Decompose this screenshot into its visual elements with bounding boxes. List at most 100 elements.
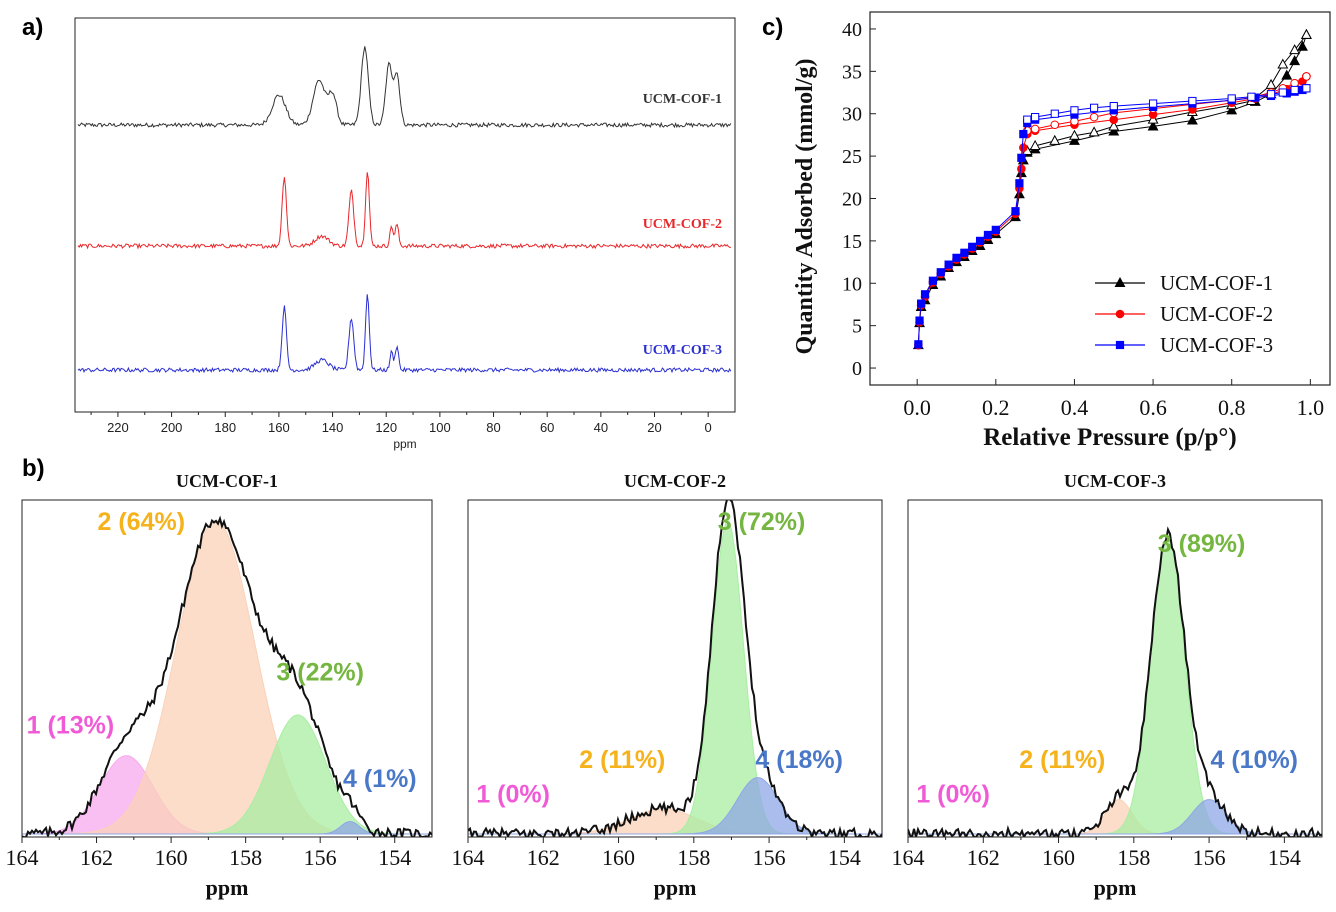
nmr-x-tick-label: 40 bbox=[594, 420, 608, 435]
legend-label: UCM-COF-1 bbox=[1160, 271, 1273, 295]
deconvolution-frame bbox=[907, 499, 1323, 838]
deconvolution-frame bbox=[21, 499, 433, 838]
triangle-marker bbox=[1069, 129, 1080, 140]
square-marker bbox=[1266, 90, 1276, 99]
square-marker bbox=[975, 236, 985, 245]
isotherm-plot-frame bbox=[869, 11, 1331, 386]
circle-marker bbox=[1050, 120, 1060, 130]
square-marker bbox=[952, 253, 961, 262]
envelope-line bbox=[22, 515, 432, 837]
nmr-x-tick-label: 120 bbox=[375, 420, 397, 435]
square-marker bbox=[1247, 92, 1256, 101]
nmr-x-tick-label: 200 bbox=[161, 420, 183, 435]
deconvolution-frame bbox=[467, 499, 883, 838]
legend-label: UCM-COF-2 bbox=[1160, 302, 1273, 326]
square-marker bbox=[1050, 109, 1059, 118]
square-marker bbox=[1227, 94, 1236, 103]
nmr-x-tick-label: 80 bbox=[486, 420, 500, 435]
isotherm-x-tick-label: 0.2 bbox=[982, 395, 1010, 420]
isotherm-x-tick-label: 0.6 bbox=[1139, 395, 1167, 420]
isotherm-y-axis-label: Quantity Adsorbed (mmol/g) bbox=[792, 58, 818, 354]
deconvolution-title: UCM-COF-2 bbox=[624, 471, 726, 491]
square-marker bbox=[1011, 207, 1020, 216]
nmr-x-tick-label: 20 bbox=[647, 420, 661, 435]
circle-marker bbox=[1089, 112, 1099, 122]
nmr-series-line bbox=[77, 172, 731, 250]
square-marker bbox=[960, 248, 969, 257]
component-label: 4 (10%) bbox=[1210, 746, 1298, 774]
nmr-series-label: UCM-COF-3 bbox=[643, 343, 722, 358]
circle-marker bbox=[1302, 72, 1311, 81]
deconvolution-x-axis-label: ppm bbox=[654, 875, 697, 900]
isotherm-series bbox=[912, 28, 1312, 350]
deconvolution-chart: UCM-COF-1 1 (13%) 2 (64%) 3 (22%) 4 (1%) 164 1… bbox=[6, 471, 433, 900]
isotherm-legend: UCM-COF-1 UCM-COF-2 UCM-COF-3 bbox=[1095, 271, 1273, 357]
panel-c-letter: c) bbox=[762, 14, 784, 41]
square-marker bbox=[1148, 99, 1158, 108]
deconvolution-x-tick-label: 160 bbox=[155, 845, 188, 870]
square-marker bbox=[991, 225, 1000, 234]
triangle-marker bbox=[1049, 134, 1061, 145]
isotherm-y-tick-label: 35 bbox=[842, 61, 862, 83]
triangle-marker bbox=[1069, 134, 1080, 145]
desorption-line bbox=[1027, 75, 1307, 132]
deconvolution-x-tick-label: 160 bbox=[602, 845, 635, 870]
triangle-marker bbox=[1297, 40, 1308, 51]
deconvolution-x-tick-label: 154 bbox=[1268, 845, 1301, 870]
deconvolution-title: UCM-COF-1 bbox=[176, 471, 278, 491]
triangle-marker bbox=[1114, 276, 1126, 287]
deconvolution-x-tick-label: 162 bbox=[80, 845, 113, 870]
component-label: 1 (13%) bbox=[27, 712, 115, 740]
nmr-x-tick-label: 100 bbox=[429, 420, 451, 435]
deconvolution-plot-area bbox=[908, 526, 1322, 837]
square-marker bbox=[1090, 103, 1099, 112]
component-label: 1 (0%) bbox=[476, 781, 550, 809]
triangle-marker bbox=[1300, 28, 1312, 39]
triangle-marker bbox=[1289, 44, 1301, 55]
square-marker bbox=[915, 316, 924, 325]
deconvolution-plot-area bbox=[22, 515, 432, 837]
isotherm-x-tick-label: 0.4 bbox=[1061, 395, 1089, 420]
circle-marker bbox=[1290, 78, 1299, 88]
square-marker bbox=[983, 230, 993, 240]
panel-a-letter: a) bbox=[22, 14, 44, 41]
isotherm-series bbox=[914, 84, 1311, 349]
deconvolution-x-tick-label: 156 bbox=[1193, 845, 1226, 870]
component-label: 4 (18%) bbox=[755, 746, 843, 774]
envelope-line bbox=[908, 526, 1322, 837]
nmr-chart: 220 200 180 160 140 120 100 80 60 40 20 0ppmUCM-COF… bbox=[74, 17, 736, 451]
deconvolution-x-tick-label: 164 bbox=[6, 845, 39, 870]
deconvolution-x-tick-label: 158 bbox=[1117, 845, 1150, 870]
component-label: 2 (11%) bbox=[1019, 746, 1105, 774]
triangle-marker bbox=[1265, 78, 1277, 89]
nmr-plot-frame bbox=[74, 17, 736, 413]
isotherm-y-tick-label: 20 bbox=[842, 189, 862, 211]
isotherm-y-tick-label: 5 bbox=[852, 316, 862, 338]
deconvolution-x-tick-label: 158 bbox=[677, 845, 710, 870]
deconvolution-x-tick-label: 160 bbox=[1042, 845, 1075, 870]
nmr-x-tick-label: 0 bbox=[705, 420, 712, 435]
deconvolution-chart: UCM-COF-3 1 (0%) 2 (11%) 3 (89%) 4 (10%) 164 1… bbox=[892, 471, 1323, 900]
circle-marker bbox=[1019, 143, 1028, 152]
square-marker bbox=[1109, 101, 1118, 111]
nmr-series-label: UCM-COF-1 bbox=[643, 92, 722, 107]
desorption-line bbox=[1027, 34, 1307, 152]
square-marker bbox=[1017, 153, 1026, 162]
square-marker bbox=[968, 242, 977, 251]
triangle-marker bbox=[1108, 120, 1120, 131]
component-label: 2 (64%) bbox=[97, 508, 185, 536]
deconvolution-x-axis-label: ppm bbox=[206, 875, 249, 900]
deconvolution-x-tick-label: 164 bbox=[452, 845, 485, 870]
nmr-x-tick-label: 220 bbox=[107, 420, 129, 435]
isotherm-y-tick-label: 25 bbox=[842, 146, 862, 168]
nmr-series-line bbox=[77, 294, 732, 374]
isotherm-x-axis-label: Relative Pressure (p/p°) bbox=[983, 424, 1236, 451]
square-marker bbox=[914, 340, 923, 349]
component-label: 4 (1%) bbox=[343, 765, 417, 793]
square-marker bbox=[1015, 179, 1024, 188]
square-marker bbox=[1188, 96, 1197, 106]
isotherm-chart: 0.0 0.2 0.4 0.6 0.8 1.0 0 5 10 15 20 25 30 35 40 Relati… bbox=[792, 11, 1331, 451]
deconvolution-x-tick-label: 158 bbox=[229, 845, 262, 870]
square-marker bbox=[928, 276, 938, 285]
square-marker bbox=[920, 290, 930, 299]
